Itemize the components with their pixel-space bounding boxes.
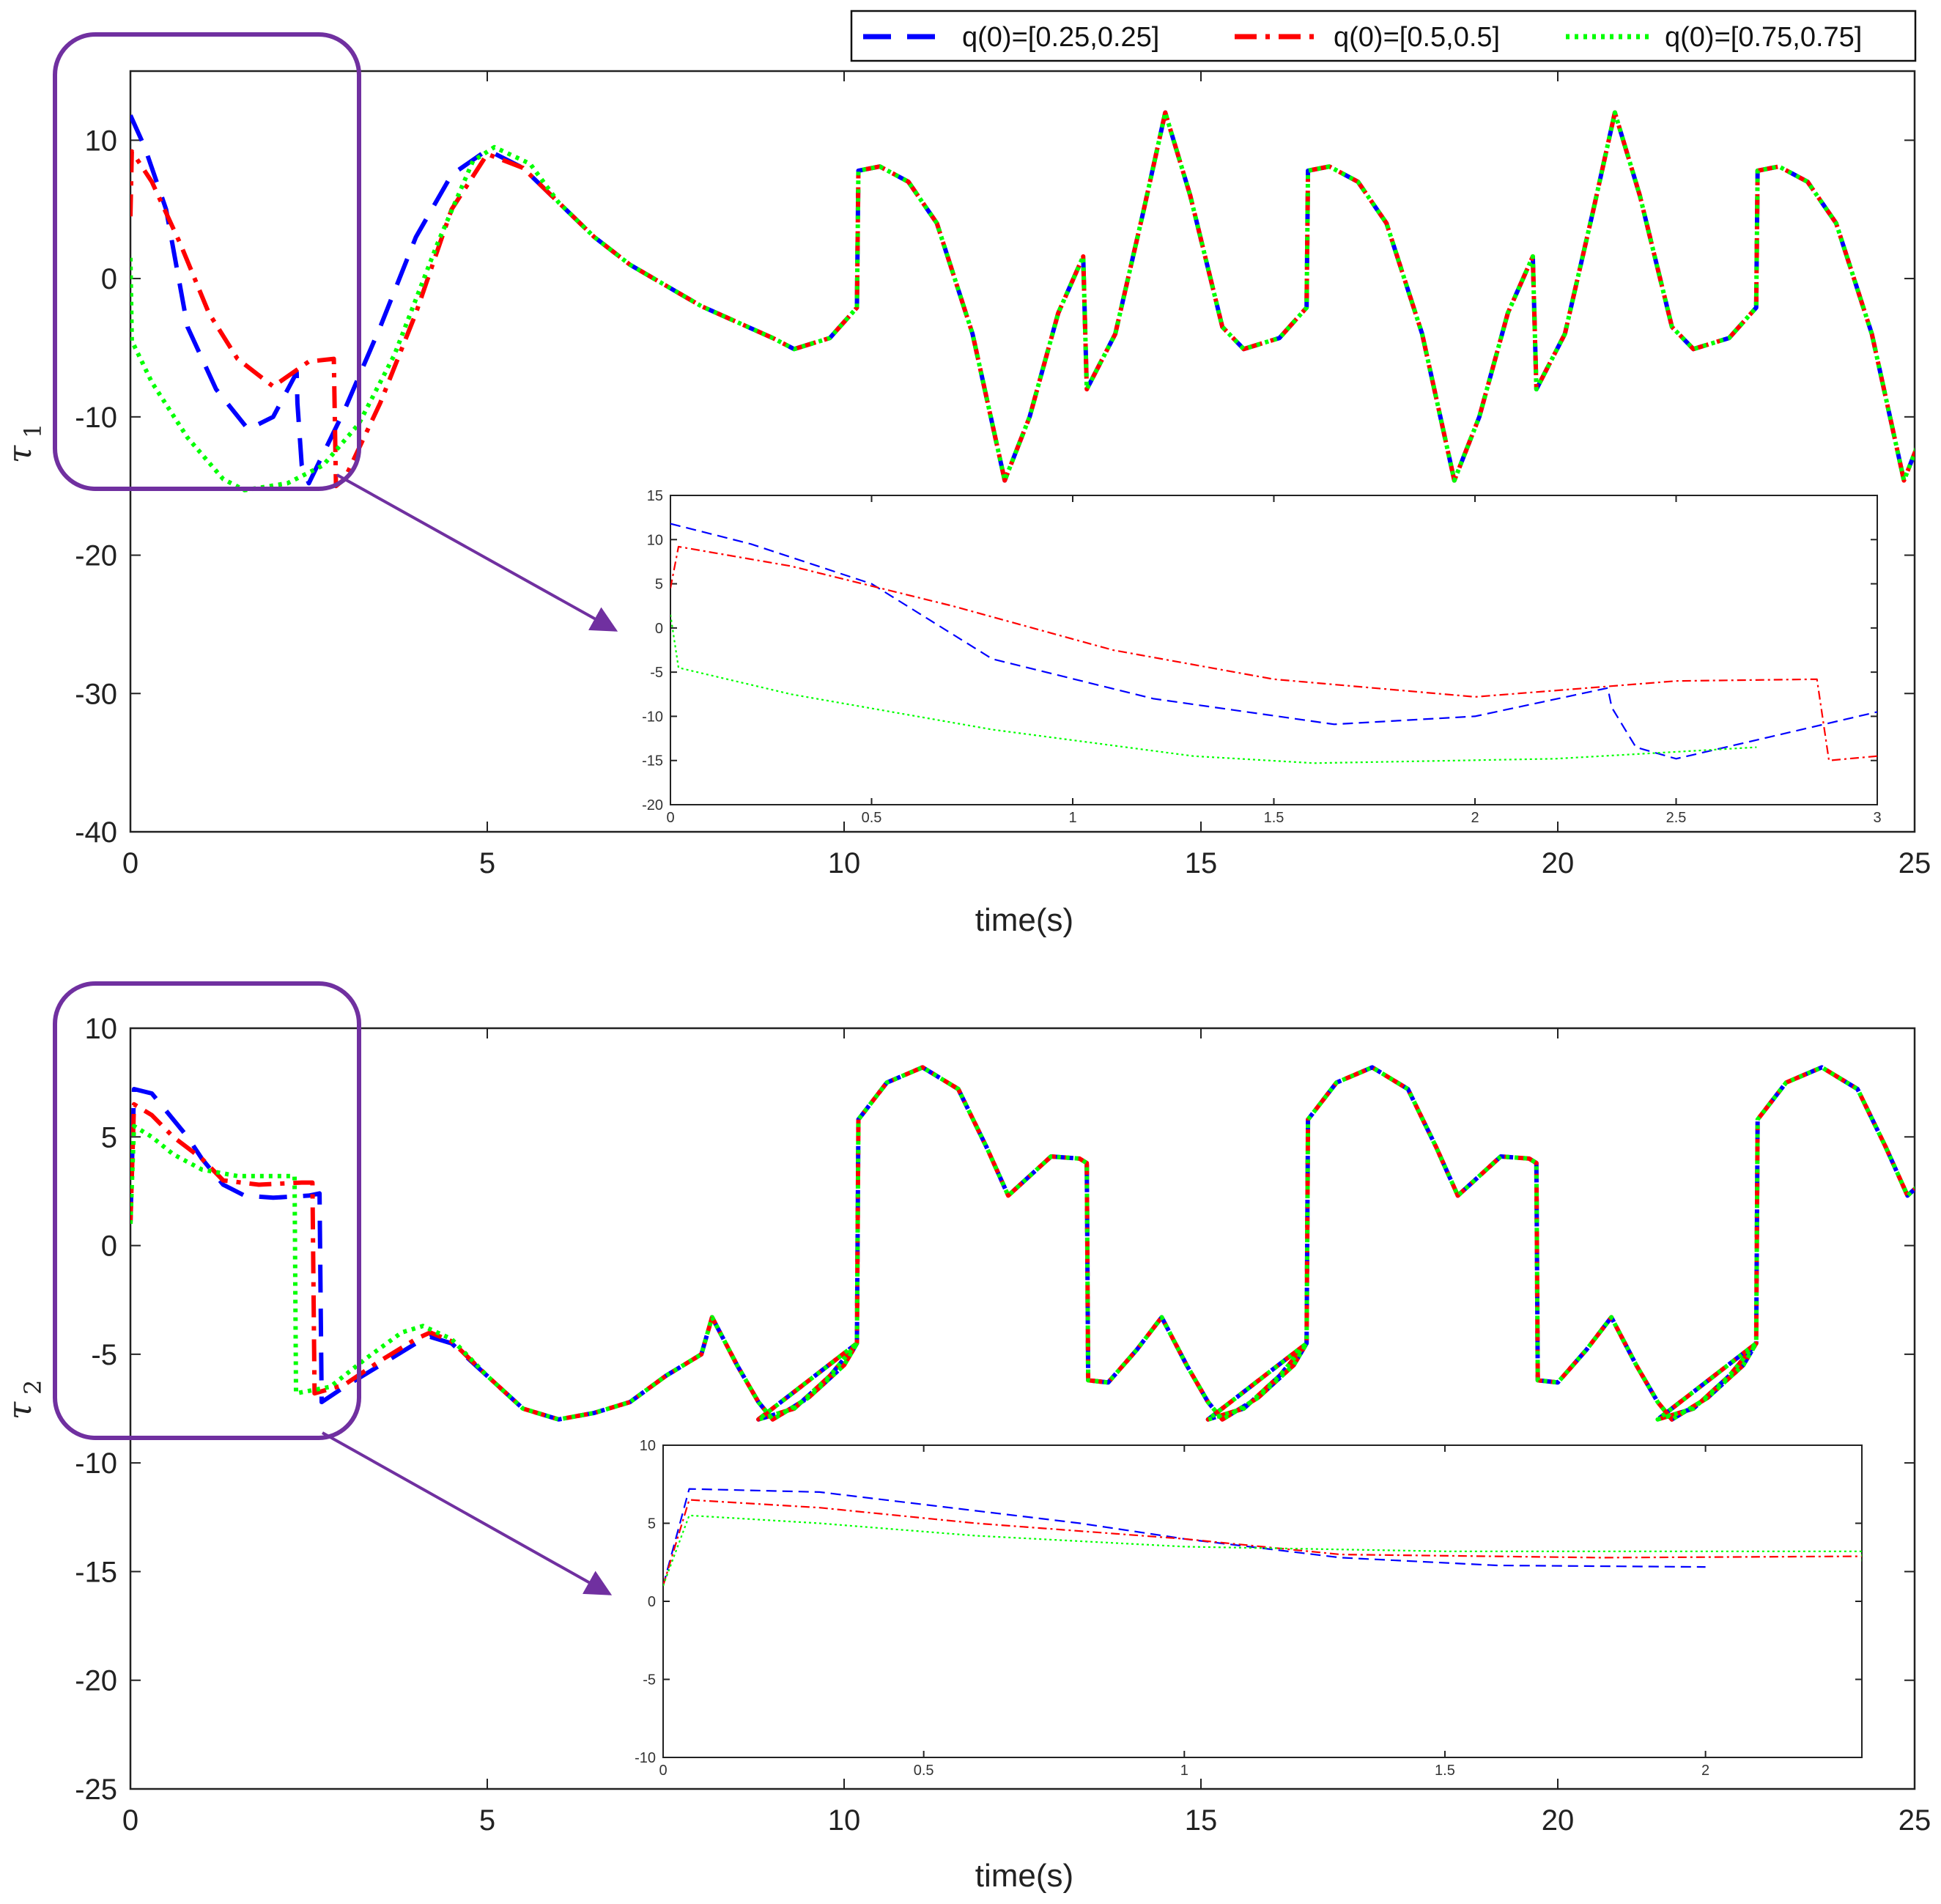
tau1-ytick-label: -20	[75, 540, 117, 572]
tau1-inset-ytick-label: -10	[642, 709, 663, 725]
tau2-inset-ytick-label: 10	[640, 1438, 656, 1454]
tau1-inset-xtick-label: 2	[1471, 810, 1479, 826]
tau2-inset-series-2	[663, 1499, 1862, 1587]
tau2-ytick-label: -5	[91, 1339, 117, 1371]
tau2-series-group	[130, 1065, 1915, 1422]
legend-label-2: q(0)=[0.5,0.5]	[1334, 22, 1500, 53]
tau2-ylabel: τ2	[1, 1380, 47, 1420]
tau2-xtick-label: 15	[1185, 1804, 1218, 1837]
tau2-inset-xtick-label: 0	[659, 1763, 667, 1779]
tau1-inset-ytick-label: -5	[650, 665, 663, 681]
tau2-xtick-label: 20	[1542, 1804, 1575, 1837]
tau2-inset-xtick-label: 1	[1180, 1763, 1188, 1779]
tau2-inset-series-group	[663, 1488, 1862, 1587]
tau1-ylabel: τ1	[1, 424, 47, 464]
tau1-ylabel-subscript: 1	[19, 424, 47, 438]
tau2-inset-xtick-label: 0.5	[914, 1763, 934, 1779]
tau2-ytick-label: -15	[75, 1556, 117, 1588]
tau1-inset-series-1	[670, 523, 1877, 760]
tau1-zoom-arrow	[336, 473, 618, 632]
tau2-ytick-label: 0	[101, 1230, 117, 1263]
tau1-xlabel: time(s)	[975, 902, 1073, 938]
tau2-ytick-label: 10	[85, 1013, 118, 1045]
tau2-ytick-label: -25	[75, 1774, 117, 1806]
tau1-inset-ytick-label: 10	[647, 532, 663, 548]
tau1-xtick-label: 20	[1542, 847, 1575, 879]
tau2-inset-xtick-label: 2	[1701, 1763, 1709, 1779]
tau1-ytick-label: 10	[85, 125, 118, 157]
tau1-xtick-label: 10	[828, 847, 861, 879]
tau1-inset-series-2	[670, 545, 1877, 761]
tau2-ytick-label: -20	[75, 1665, 117, 1697]
legend-label-3: q(0)=[0.75,0.75]	[1665, 22, 1862, 53]
tau1-series-2	[130, 110, 1915, 489]
tau1-inset-xtick-label: 3	[1873, 810, 1881, 826]
legend-label-1: q(0)=[0.25,0.25]	[962, 22, 1159, 53]
tau1-inset-series-group	[670, 523, 1877, 764]
tau2-inset-ytick-label: -5	[643, 1672, 656, 1689]
tau1-ytick-label: 0	[101, 263, 117, 295]
tau2-ytick-label: -10	[75, 1447, 117, 1480]
tau1-xtick-label: 0	[122, 847, 138, 879]
tau2-xlabel: time(s)	[975, 1858, 1073, 1894]
tau2-xtick-label: 0	[122, 1804, 138, 1837]
tau2-inset-ytick-label: 5	[648, 1516, 656, 1532]
tau2-zoom-arrow	[322, 1431, 613, 1595]
tau1-inset-xtick-label: 2.5	[1666, 810, 1687, 826]
tau1-inset-ytick-label: 15	[647, 488, 663, 504]
tau2-inset-ytick-label: -10	[635, 1750, 656, 1766]
tau2-inset-xtick-label: 1.5	[1435, 1763, 1455, 1779]
legend: q(0)=[0.25,0.25] q(0)=[0.5,0.5] q(0)=[0.75…	[850, 10, 1917, 62]
tau1-inset-ytick-label: -20	[642, 797, 663, 813]
tau1-inset-ytick-label: 5	[655, 577, 663, 593]
tau1-inset-xtick-label: 1.5	[1264, 810, 1284, 826]
tau2-highlight-box	[53, 981, 361, 1440]
tau1-ylabel-symbol: τ	[1, 445, 39, 463]
tau2-xtick-label: 5	[479, 1804, 495, 1837]
tau2-ylabel-symbol: τ	[1, 1401, 39, 1420]
tau1-xtick-label: 5	[479, 847, 495, 879]
tau1-inset-xtick-label: 0.5	[862, 810, 882, 826]
tau1-inset-ytick-label: -15	[642, 753, 663, 770]
tau2-inset-series-1	[663, 1488, 1706, 1586]
tau1-inset-xtick-label: 0	[666, 810, 674, 826]
tau2-ylabel-subscript: 2	[19, 1380, 47, 1395]
tau2-inset: 0 0.5 1 1.5 2 -10 -5 0 5 10	[635, 1438, 1863, 1779]
tau1-ytick-label: -40	[75, 816, 117, 849]
tau2-xtick-label: 10	[828, 1804, 861, 1837]
tau1-inset: 0 0.5 1 1.5 2 2.5 3 -20 -15 -10 -5 0 5 10 15	[642, 488, 1881, 826]
tau2-xtick-label: 25	[1899, 1804, 1931, 1837]
tau1-xtick-label: 25	[1899, 847, 1931, 879]
tau1-inset-ytick-label: 0	[655, 621, 663, 637]
tau1-series-3	[130, 110, 1915, 492]
tau2-inset-frame	[662, 1444, 1863, 1758]
tau1-ytick-label: -10	[75, 402, 117, 434]
tau1-inset-xtick-label: 1	[1068, 810, 1076, 826]
tau2-ytick-label: 5	[101, 1121, 117, 1154]
tau1-inset-frame	[670, 495, 1878, 805]
legend-box	[850, 10, 1917, 62]
tau1-inset-series-3	[670, 614, 1757, 764]
tau2-inset-ytick-label: 0	[648, 1594, 656, 1610]
tau2-inset-series-3	[663, 1514, 1862, 1587]
tau1-ytick-label: -30	[75, 678, 117, 710]
tau1-series-group	[130, 110, 1915, 492]
tau1-highlight-box	[53, 32, 361, 491]
tau1-xtick-label: 15	[1185, 847, 1218, 879]
